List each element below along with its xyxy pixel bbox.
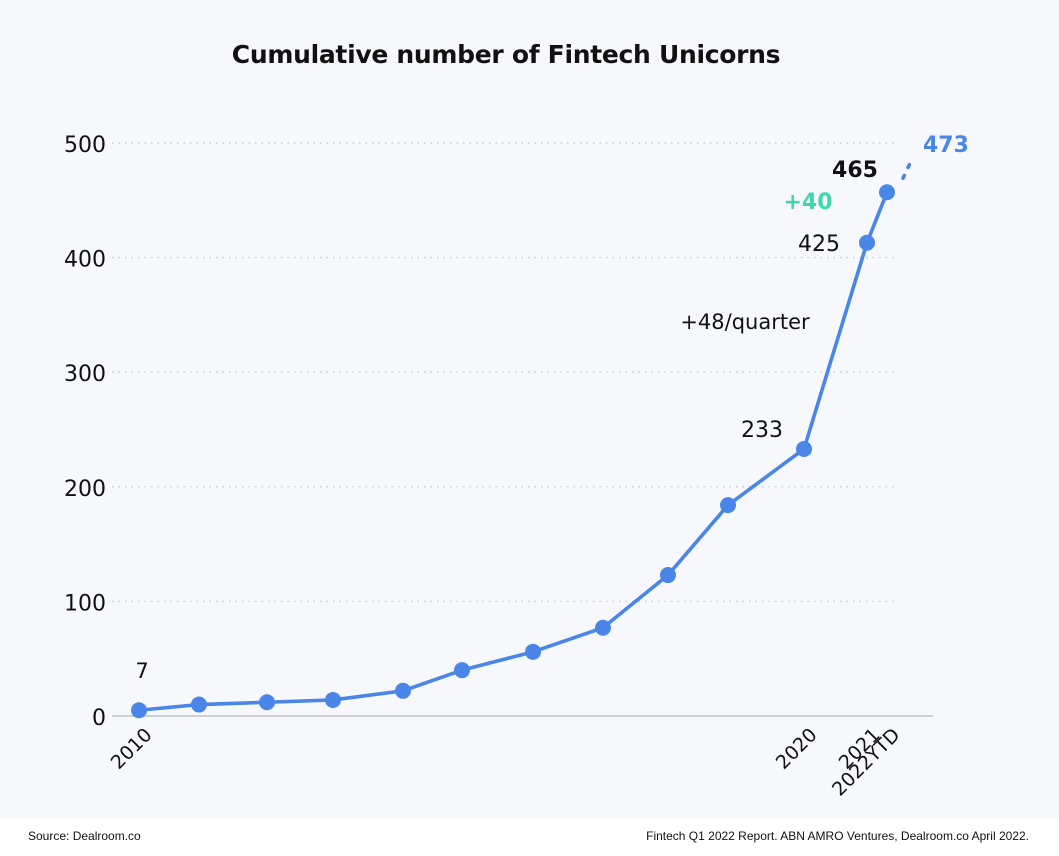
data-point [879,184,895,201]
y-tick-label: 500 [64,133,106,158]
projection-line [901,157,914,181]
source-note: Source: Dealroom.co [28,829,141,843]
data-label-465: 465 [832,158,878,183]
x-tick-label-2020: 2020 [772,724,822,774]
report-note: Fintech Q1 2022 Report. ABN AMRO Venture… [646,829,1029,843]
data-point [191,696,207,713]
data-point [720,497,736,514]
data-point [325,691,341,708]
x-tick-label-2010: 2010 [107,724,157,774]
increase-annotation: +40 [783,190,832,215]
growth-rate-annotation: +48/quarter [680,310,810,334]
chart-panel: Cumulative number of Fintech Unicorns 0 1… [64,40,969,801]
data-point [131,702,147,719]
data-point [454,662,470,679]
y-tick-label: 200 [64,477,106,502]
series-line [137,190,889,713]
y-tick-label: 100 [64,591,106,616]
data-point [796,440,812,457]
data-point [859,234,875,251]
data-point [259,694,275,711]
data-label-425: 425 [798,232,840,257]
y-tick-label: 400 [64,248,106,273]
data-point [525,643,541,660]
data-label-7: 7 [135,659,148,683]
data-point [660,567,676,584]
data-label-233: 233 [741,418,783,443]
y-tick-label: 300 [64,362,106,387]
projection-label: 473 [923,133,969,158]
data-point [595,619,611,636]
y-tick-label: 0 [92,706,106,731]
chart-title: Cumulative number of Fintech Unicorns [231,40,781,69]
data-point [395,682,411,699]
